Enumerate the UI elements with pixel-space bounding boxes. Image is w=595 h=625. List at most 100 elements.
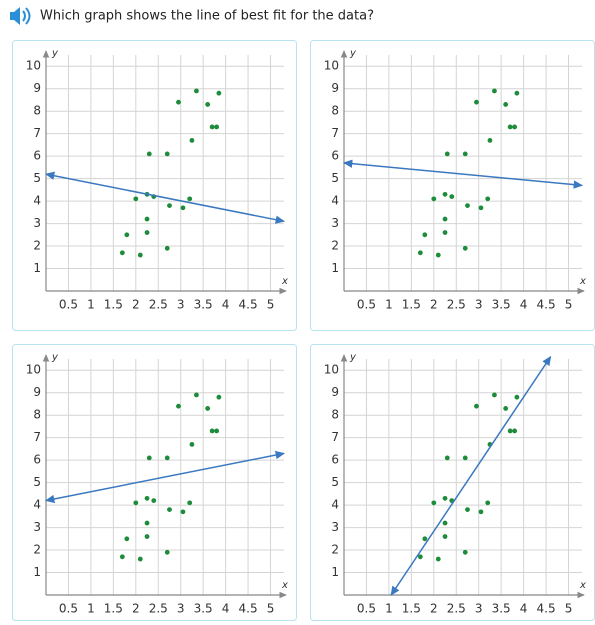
answer-option[interactable]: 0.5 1 1.5 2 2.5 3 3.5 4 4.5 5 1 2 3 4 5 6 7 8 9 10 x y <box>310 344 595 621</box>
data-point <box>474 403 479 409</box>
y-tick-label: 3 <box>33 216 41 230</box>
y-tick-label: 2 <box>33 239 41 253</box>
y-tick-label: 7 <box>33 430 41 444</box>
y-tick-label: 8 <box>33 408 41 422</box>
data-point <box>133 196 139 202</box>
x-tick-label: 2 <box>430 298 438 312</box>
data-point <box>164 151 170 157</box>
y-tick-label: 1 <box>33 565 41 579</box>
x-tick-label: 3 <box>177 298 185 312</box>
data-point <box>462 549 468 555</box>
data-point <box>512 124 518 130</box>
x-tick-label: 1 <box>87 298 95 312</box>
x-tick-label: 2.5 <box>149 602 168 616</box>
y-tick-label: 3 <box>33 520 41 534</box>
data-point <box>144 495 150 501</box>
answer-option[interactable]: 0.5 1 1.5 2 2.5 3 3.5 4 4.5 5 1 2 3 4 5 6 7 8 9 10 x y <box>12 40 297 331</box>
x-tick-label: 3.5 <box>492 298 511 312</box>
data-point <box>422 536 428 542</box>
x-tick-label: 3.5 <box>194 602 213 616</box>
x-axis-label: x <box>281 276 288 287</box>
data-point <box>485 500 491 506</box>
x-tick-label: 3 <box>475 602 483 616</box>
data-point <box>442 495 448 501</box>
x-tick-label: 5 <box>267 602 275 616</box>
data-point <box>507 428 513 434</box>
data-point <box>119 250 125 256</box>
x-tick-label: 4 <box>520 602 528 616</box>
data-point <box>209 428 215 434</box>
y-tick-label: 4 <box>331 498 339 512</box>
question: Which graph shows the line of best fit f… <box>40 9 374 24</box>
y-tick-label: 10 <box>26 363 41 377</box>
x-tick-label: 1 <box>385 298 393 312</box>
data-point <box>189 442 195 447</box>
data-point <box>474 99 479 105</box>
data-point <box>492 392 497 398</box>
data-point <box>214 124 220 130</box>
x-tick-label: 2 <box>430 602 438 616</box>
y-tick-label: 10 <box>26 59 41 73</box>
x-tick-label: 2.5 <box>149 298 168 312</box>
data-point <box>435 252 441 258</box>
y-tick-label: 1 <box>33 261 41 275</box>
data-point <box>442 191 448 197</box>
data-point <box>431 500 437 506</box>
data-point <box>144 520 150 526</box>
y-tick-label: 5 <box>33 171 41 185</box>
fit-line <box>342 159 584 189</box>
y-axis-label: y <box>349 352 357 363</box>
y-tick-label: 2 <box>331 543 339 557</box>
data-point <box>465 507 470 512</box>
data-point <box>442 520 448 526</box>
data-point <box>462 455 468 461</box>
data-point <box>514 394 520 400</box>
x-tick-label: 3 <box>177 602 185 616</box>
y-tick-label: 8 <box>331 408 339 422</box>
data-point <box>176 99 181 105</box>
y-tick-label: 2 <box>33 543 41 557</box>
data-point <box>449 194 455 200</box>
data-point <box>507 124 513 130</box>
data-point <box>487 138 493 143</box>
speaker-icon[interactable] <box>10 7 31 25</box>
data-point <box>512 428 518 434</box>
data-point <box>144 230 150 235</box>
x-tick-label: 0.5 <box>59 298 78 312</box>
x-tick-label: 4 <box>222 602 230 616</box>
data-point <box>465 203 470 208</box>
data-point <box>133 500 139 506</box>
x-tick-label: 3.5 <box>194 298 213 312</box>
answer-option[interactable]: 0.5 1 1.5 2 2.5 3 3.5 4 4.5 5 1 2 3 4 5 6 7 8 9 10 x y <box>12 344 297 621</box>
x-tick-label: 2 <box>132 298 140 312</box>
x-tick-label: 0.5 <box>357 602 376 616</box>
y-tick-label: 7 <box>331 126 339 140</box>
fit-line <box>390 355 552 596</box>
x-tick-label: 1.5 <box>104 602 123 616</box>
data-point <box>422 232 428 238</box>
data-point <box>119 554 125 560</box>
x-tick-label: 4.5 <box>239 298 258 312</box>
y-tick-label: 1 <box>331 261 339 275</box>
data-point <box>146 151 152 157</box>
y-tick-label: 6 <box>33 453 41 467</box>
data-point <box>144 534 150 539</box>
data-point <box>209 124 215 130</box>
data-point <box>137 252 143 258</box>
y-tick-label: 5 <box>331 475 339 489</box>
data-point <box>137 556 143 562</box>
data-point <box>176 403 181 409</box>
y-axis-label: y <box>51 352 59 363</box>
x-axis-label: x <box>579 580 586 591</box>
x-tick-label: 0.5 <box>59 602 78 616</box>
option-card <box>310 40 595 331</box>
data-point <box>492 88 497 94</box>
data-point <box>164 245 170 251</box>
x-tick-label: 2.5 <box>447 602 466 616</box>
x-tick-label: 1.5 <box>402 298 421 312</box>
data-point <box>214 428 220 434</box>
data-point <box>444 151 450 157</box>
answer-option[interactable]: 0.5 1 1.5 2 2.5 3 3.5 4 4.5 5 1 2 3 4 5 6 7 8 9 10 x y <box>310 40 595 331</box>
x-tick-label: 4.5 <box>537 298 556 312</box>
y-tick-label: 5 <box>33 475 41 489</box>
